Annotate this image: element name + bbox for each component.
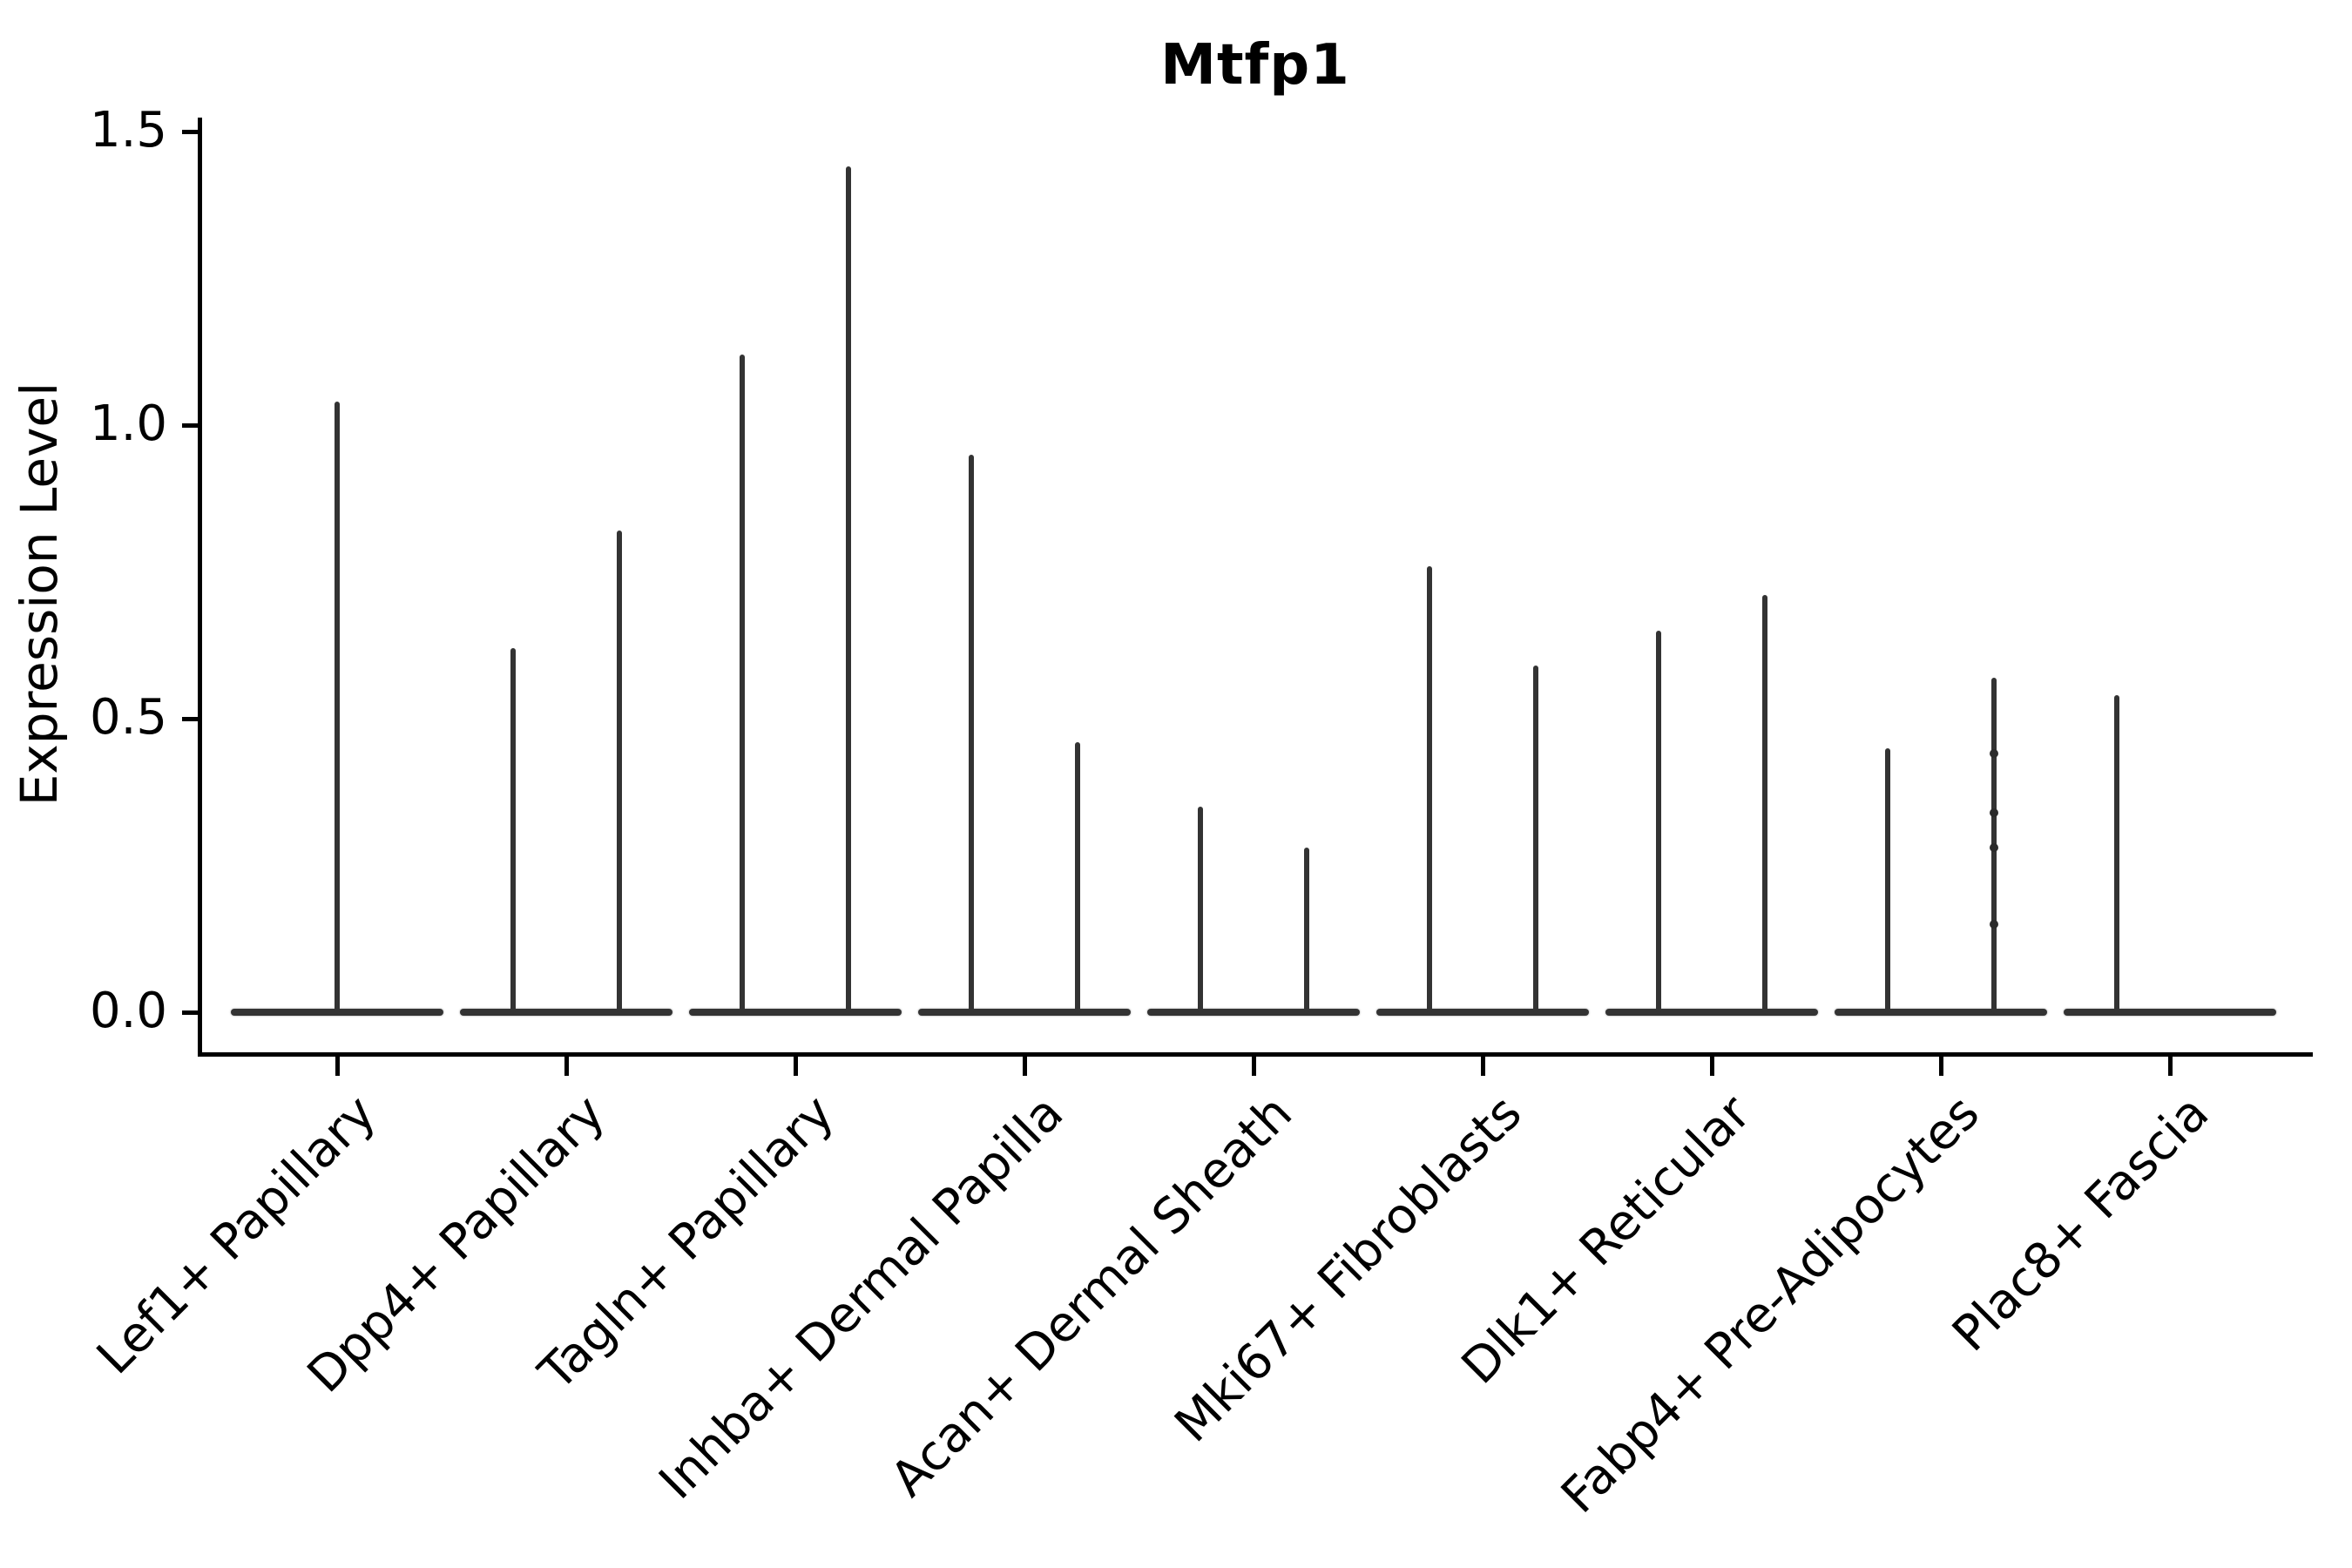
x-tick-mark: [1710, 1057, 1714, 1076]
x-axis-line: [198, 1052, 2313, 1057]
violin-spike: [846, 166, 851, 1014]
x-tick-mark: [1252, 1057, 1256, 1076]
violin-spike: [1427, 565, 1432, 1014]
violin-spike: [2114, 695, 2119, 1014]
x-tick-mark: [564, 1057, 569, 1076]
violin-baseline: [689, 1009, 902, 1016]
violin-baseline: [1605, 1009, 1818, 1016]
violin-spike: [1656, 630, 1661, 1014]
violin-spike: [1533, 666, 1538, 1014]
violin-spike: [969, 454, 974, 1014]
x-tick-mark: [794, 1057, 798, 1076]
y-tick-label: 0.5: [89, 689, 167, 746]
violin-spike: [510, 648, 516, 1014]
x-tick-mark: [2168, 1057, 2173, 1076]
y-axis-label: Expression Level: [10, 382, 69, 807]
y-tick-mark: [182, 717, 198, 721]
x-tick-mark: [1023, 1057, 1027, 1076]
violin-baseline: [460, 1009, 672, 1016]
y-tick-mark: [182, 130, 198, 134]
x-tick-mark: [1939, 1057, 1943, 1076]
violin-spike: [1075, 741, 1080, 1014]
expression-point: [1990, 919, 1998, 929]
violin-baseline: [1835, 1009, 2047, 1016]
x-tick-label: Acan+ Dermal Sheath: [880, 1085, 1304, 1508]
y-tick-mark: [182, 423, 198, 428]
violin-spike: [740, 355, 745, 1014]
violin-baseline: [1147, 1009, 1360, 1016]
x-tick-label: Inhba+ Dermal Papilla: [648, 1085, 1075, 1511]
y-tick-label: 1.0: [89, 395, 167, 452]
violin-spike: [1762, 595, 1767, 1014]
expression-point: [1990, 843, 1998, 853]
y-tick-label: 0.0: [89, 983, 167, 1039]
y-tick-label: 1.5: [89, 102, 167, 159]
y-axis-line: [198, 118, 202, 1057]
violin-baseline: [2064, 1009, 2276, 1016]
x-tick-mark: [1481, 1057, 1485, 1076]
violin-spike: [617, 531, 622, 1014]
violin-spike: [1885, 747, 1890, 1014]
x-tick-label: Fabp4+ Pre-Adipocytes: [1551, 1085, 1991, 1524]
violin-spike: [335, 402, 340, 1014]
violin-baseline: [918, 1009, 1131, 1016]
violin-spike: [1304, 848, 1309, 1014]
violin-baseline: [1376, 1009, 1589, 1016]
x-tick-mark: [335, 1057, 340, 1076]
violin-spike: [1198, 807, 1203, 1014]
expression-point: [1990, 749, 1998, 759]
expression-point: [1990, 808, 1998, 817]
y-tick-mark: [182, 1010, 198, 1015]
chart-title: Mtfp1: [1160, 33, 1350, 98]
